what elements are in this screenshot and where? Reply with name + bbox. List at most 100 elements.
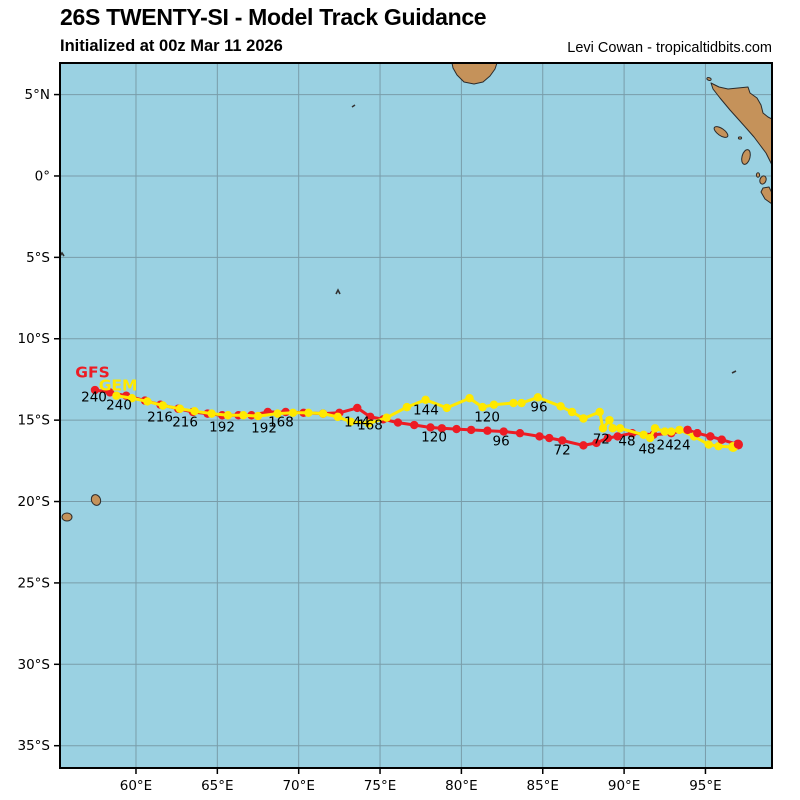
gfs-track-point <box>545 433 554 443</box>
hour-label: 192 <box>209 419 235 435</box>
x-axis-tick-label: 80°E <box>445 778 477 794</box>
islet-mark-maldives-islet <box>351 104 356 108</box>
hour-label: 24 <box>657 438 674 454</box>
gem-track-point <box>112 391 121 400</box>
gem-track-point <box>346 417 355 426</box>
map-border <box>59 62 773 769</box>
gem-track-point <box>533 393 543 402</box>
gem-track-point <box>605 415 614 425</box>
gfs-track-point <box>410 420 419 430</box>
gfs-track-point <box>683 425 692 435</box>
gfs-track-point <box>393 418 403 427</box>
land-layer <box>60 63 772 522</box>
island-nias <box>741 149 751 165</box>
x-axis-tick-label: 85°E <box>527 778 559 794</box>
hour-label: 168 <box>268 414 294 430</box>
gem-track-point <box>675 425 684 435</box>
credit-text: Levi Cowan - tropicaltidbits.com <box>567 40 772 56</box>
gem-track-point <box>704 440 713 449</box>
gem-track-point <box>714 441 723 451</box>
x-axis-tick-label: 70°E <box>282 778 314 794</box>
gem-track-point <box>127 393 137 403</box>
gem-track-point <box>509 398 518 408</box>
hour-label: 144 <box>344 414 370 430</box>
gem-track-point <box>660 427 669 436</box>
island-islet-aceh <box>706 77 712 81</box>
gfs-track-point <box>366 412 375 422</box>
gem-track-point <box>645 433 655 443</box>
gem-track-point <box>190 406 199 416</box>
tracks-layer <box>90 385 743 452</box>
gem-track-point <box>639 430 648 439</box>
gem-track-point <box>465 393 474 403</box>
y-axis-tick-label: 5°N <box>25 87 50 103</box>
hour-label: 168 <box>357 418 383 434</box>
gfs-track-point <box>426 423 435 432</box>
hour-label: 72 <box>593 431 610 447</box>
gfs-track-point <box>717 435 726 444</box>
island-reunion <box>61 512 73 522</box>
gem-track-point <box>223 411 233 420</box>
gfs-track-point <box>483 426 492 435</box>
page-title: 26S TWENTY-SI - Model Track Guidance <box>60 4 487 30</box>
gem-track-point <box>421 395 430 404</box>
ocean <box>60 63 772 768</box>
x-axis-tick-label: 95°E <box>689 778 721 794</box>
grid-layer <box>60 63 772 768</box>
gfs-track-point <box>437 424 447 433</box>
gem-track-point <box>158 401 168 410</box>
gem-track-point <box>442 403 451 413</box>
gem-track-point <box>667 427 676 436</box>
island-tiny-islet-2 <box>755 172 761 178</box>
gfs-track-point <box>499 427 508 436</box>
gfs-track-point <box>466 425 476 435</box>
gem-track-point <box>382 413 391 422</box>
gem-track-point <box>615 424 625 433</box>
island-tiny-islet-1 <box>737 136 743 140</box>
gem-track-point <box>318 409 328 418</box>
hour-label: 144 <box>413 403 439 419</box>
landmass-sri-lanka <box>451 63 498 85</box>
gem-track-point <box>598 424 608 433</box>
gem-track-point <box>650 424 660 433</box>
gem-track-point <box>175 404 185 413</box>
gfs-track-point <box>515 428 525 438</box>
gem-track-point <box>253 411 263 421</box>
gfs-track-point <box>733 440 743 449</box>
gem-track-point <box>595 407 604 417</box>
gfs-track-point <box>592 438 601 448</box>
model-label-gfs: GFS <box>75 363 109 381</box>
gem-track-point <box>567 407 577 417</box>
x-axis-tick-label: 90°E <box>608 778 640 794</box>
gem-track-point <box>402 402 412 412</box>
hour-label: 240 <box>106 398 132 414</box>
gem-track-point <box>143 397 152 406</box>
gem-track-point <box>517 398 526 408</box>
y-axis-tick-label: 35°S <box>18 738 51 754</box>
gem-track-point <box>478 402 487 412</box>
y-axis-tick-label: 0° <box>35 168 50 184</box>
landmass-sumatra <box>710 82 772 166</box>
hour-label: 216 <box>147 409 173 425</box>
gfs-track-point <box>452 424 461 434</box>
x-axis-tick-label: 60°E <box>120 778 152 794</box>
hour-label: 72 <box>554 442 571 458</box>
gfs-track-point <box>693 428 702 438</box>
hour-label: 48 <box>618 433 635 449</box>
hour-label: 120 <box>474 410 500 426</box>
gem-track-point <box>364 419 373 428</box>
island-mauritius <box>90 494 102 506</box>
gfs-track-point <box>105 388 115 397</box>
gem-track-point <box>489 400 499 409</box>
hour-label: 96 <box>493 433 510 449</box>
model-label-gem: GEM <box>99 376 138 394</box>
y-axis-tick-label: 25°S <box>18 575 51 591</box>
gem-track-point <box>207 409 216 418</box>
gem-track-point <box>239 411 248 420</box>
island-simeulue <box>713 126 729 138</box>
gem-track-point <box>579 414 588 423</box>
hour-label: 240 <box>81 390 107 406</box>
y-axis-tick-label: 5°S <box>26 250 50 266</box>
